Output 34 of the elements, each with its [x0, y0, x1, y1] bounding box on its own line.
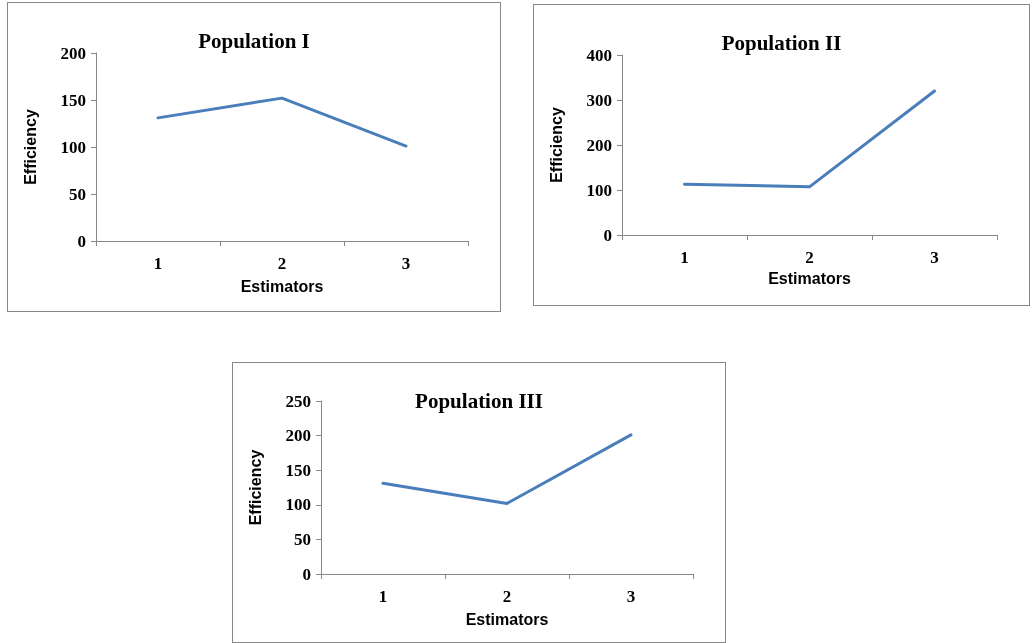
- y-tick-label: 150: [285, 460, 311, 480]
- y-axis-title: Efficiency: [547, 107, 565, 183]
- y-tick-label: 150: [60, 90, 86, 110]
- x-tick-label: 3: [626, 587, 636, 606]
- y-tick-label: 0: [302, 564, 311, 584]
- chart-title: Population I: [198, 28, 310, 53]
- y-tick-label: 0: [603, 225, 612, 245]
- y-tick-label: 100: [60, 137, 86, 157]
- y-tick-label: 100: [586, 180, 612, 200]
- y-tick-label: 250: [285, 391, 311, 411]
- chart-title: Population III: [415, 388, 543, 413]
- y-tick-label: 200: [60, 43, 86, 63]
- x-axis-title: Estimators: [465, 610, 549, 628]
- y-tick-label: 200: [586, 135, 612, 155]
- y-tick-label: 200: [285, 426, 311, 446]
- x-tick-label: 2: [277, 254, 287, 273]
- x-tick-label: 1: [680, 248, 689, 267]
- y-axis-title: Efficiency: [246, 449, 264, 526]
- y-tick-label: 100: [285, 495, 311, 515]
- x-tick-label: 3: [930, 248, 939, 267]
- y-tick-label: 50: [69, 184, 86, 204]
- x-axis-title: Estimators: [240, 277, 324, 295]
- x-tick-label: 3: [401, 254, 411, 273]
- y-tick-label: 0: [77, 231, 86, 251]
- x-tick-label: 2: [502, 587, 512, 606]
- chart-title: Population II: [721, 30, 842, 55]
- y-tick-label: 300: [586, 90, 612, 110]
- y-tick-label: 50: [294, 529, 311, 549]
- y-tick-label: 400: [586, 45, 612, 65]
- x-axis-title: Estimators: [768, 270, 851, 288]
- x-tick-label: 1: [378, 587, 388, 606]
- x-tick-label: 1: [153, 254, 163, 273]
- x-tick-label: 2: [805, 248, 814, 267]
- y-axis-title: Efficiency: [21, 109, 39, 185]
